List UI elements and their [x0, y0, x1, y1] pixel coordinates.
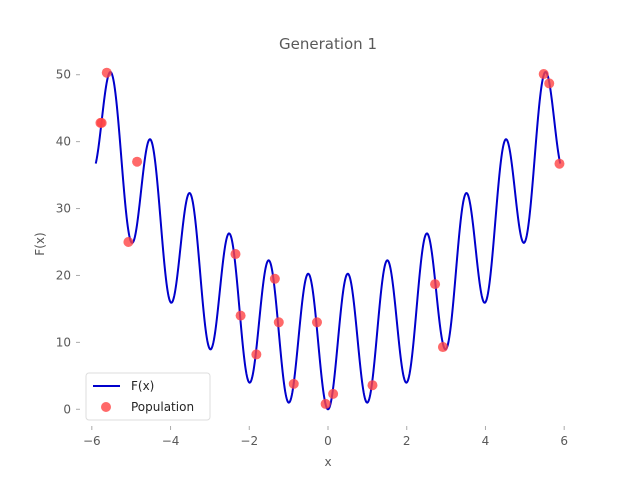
y-tick-label: 0 — [63, 402, 71, 416]
y-tick-label: 40 — [56, 135, 71, 149]
population-point — [538, 69, 549, 80]
x-tick-label: 2 — [403, 434, 411, 448]
plot-area — [94, 67, 565, 411]
x-axis-label: x — [324, 455, 331, 469]
population-point — [123, 237, 134, 247]
chart-title: Generation 1 — [279, 35, 377, 53]
y-axis-label: F(x) — [33, 232, 47, 255]
population-point — [430, 279, 441, 290]
y-tick-label: 20 — [56, 268, 71, 282]
population-point — [328, 388, 339, 399]
x-tick-label: 6 — [560, 434, 568, 448]
x-tick-label: 0 — [324, 434, 332, 448]
y-tick-label: 50 — [56, 68, 71, 82]
population-point — [554, 158, 565, 169]
x-tick-label: 4 — [482, 434, 490, 448]
legend-label-fx: F(x) — [131, 379, 154, 393]
x-tick-label: −4 — [162, 434, 180, 448]
legend-label-population: Population — [131, 400, 194, 414]
population-point — [544, 78, 555, 89]
y-ticks: 0 10 20 30 40 50 — [56, 68, 80, 416]
x-tick-label: −2 — [240, 434, 258, 448]
population-point — [251, 349, 262, 360]
population-point — [437, 342, 448, 353]
population-point — [235, 310, 246, 321]
population-point — [230, 249, 241, 260]
population-point — [132, 156, 143, 167]
y-tick-label: 30 — [56, 202, 71, 216]
population-point — [311, 317, 322, 328]
population-point — [288, 378, 299, 389]
population-point — [273, 317, 284, 328]
population-point — [269, 273, 280, 284]
legend: F(x) Population — [85, 372, 211, 421]
population-point — [96, 117, 107, 128]
population-point — [367, 380, 378, 391]
legend-box — [85, 372, 211, 421]
x-tick-label: −6 — [83, 434, 101, 448]
legend-point-swatch — [101, 402, 111, 412]
x-ticks: −6 −4 −2 0 2 4 6 — [83, 426, 568, 448]
population-point — [320, 398, 331, 409]
y-tick-label: 10 — [56, 335, 71, 349]
population-point — [101, 67, 112, 78]
fx-curve-line — [94, 71, 562, 411]
